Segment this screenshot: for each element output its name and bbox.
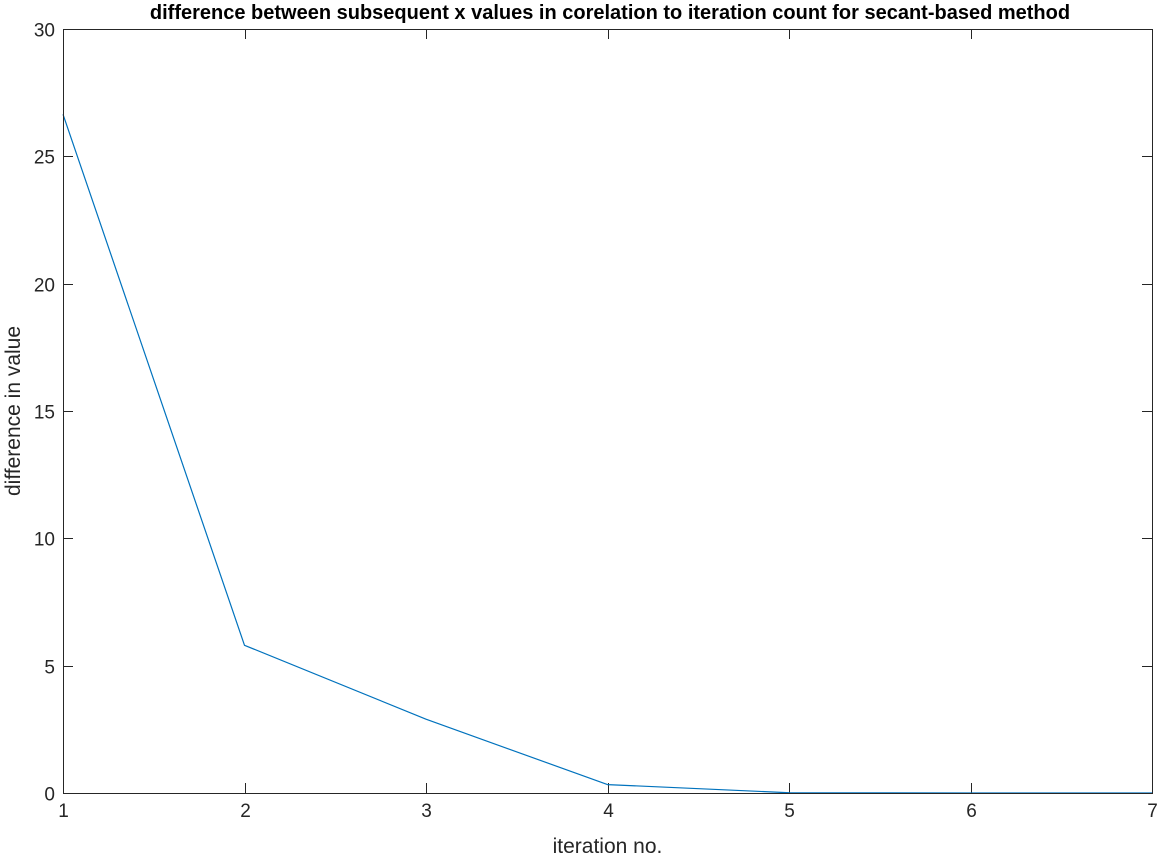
y-tick-label: 30 — [34, 21, 55, 42]
y-tick-label: 15 — [34, 403, 55, 424]
x-tick-label: 1 — [58, 801, 69, 822]
x-tick-label: 7 — [1147, 801, 1158, 822]
x-tick-label: 5 — [784, 801, 795, 822]
y-tick-label: 20 — [34, 276, 55, 297]
y-tick-label: 0 — [44, 785, 55, 806]
x-tick-label: 2 — [240, 801, 251, 822]
y-tick-label: 25 — [34, 148, 55, 169]
x-axis-label: iteration no. — [553, 835, 663, 856]
y-axis-label: difference in value — [2, 326, 25, 496]
chart-title: difference between subsequent x values i… — [150, 2, 1070, 24]
x-tick-label: 6 — [966, 801, 977, 822]
ticks-layer: 1 2 3 4 5 6 7 0 5 10 15 20 25 30 — [34, 21, 1158, 823]
y-tick-label: 10 — [34, 530, 55, 551]
plot-area — [63, 29, 1153, 794]
y-tick-label: 5 — [44, 658, 55, 679]
x-tick-label: 4 — [603, 801, 614, 822]
x-tick-label: 3 — [421, 801, 432, 822]
axes-box — [63, 29, 1153, 794]
